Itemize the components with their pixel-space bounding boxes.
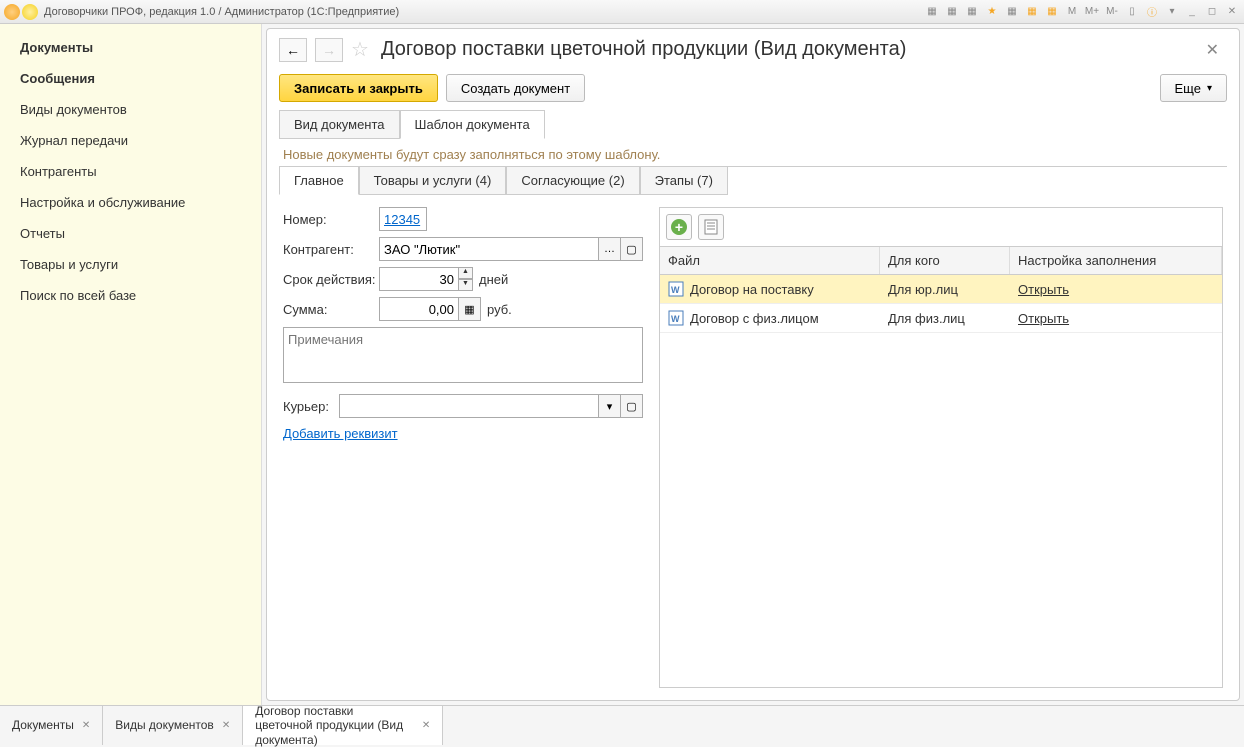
number-label: Номер:: [283, 212, 379, 227]
courier-input[interactable]: [339, 394, 599, 418]
minimize-button[interactable]: _: [1184, 4, 1200, 20]
tab-goods-services[interactable]: Товары и услуги (4): [359, 167, 507, 195]
tb-panel-icon[interactable]: ▯: [1124, 4, 1140, 20]
app-icon-1: [4, 4, 20, 20]
sum-unit: руб.: [487, 302, 512, 317]
hint-text: Новые документы будут сразу заполняться …: [267, 139, 1239, 166]
tb-btn[interactable]: ▦: [1004, 4, 1020, 20]
close-icon[interactable]: ✕: [422, 720, 430, 731]
file-name: Договор с физ.лицом: [690, 311, 819, 326]
sidebar-item-reports[interactable]: Отчеты: [0, 218, 261, 249]
svg-text:W: W: [671, 285, 680, 295]
term-input[interactable]: [379, 267, 459, 291]
file-for: Для физ.лиц: [880, 305, 1010, 332]
tb-m[interactable]: M: [1064, 4, 1080, 20]
tb-btn[interactable]: ▦: [1044, 4, 1060, 20]
table-row[interactable]: W Договор на поставку Для юр.лиц Открыть: [660, 275, 1222, 304]
main-content: ← → ☆ Договор поставки цветочной продукц…: [266, 28, 1240, 701]
dropdown-button[interactable]: ▾: [599, 394, 621, 418]
info-icon[interactable]: ⓘ: [1144, 4, 1160, 20]
add-field-link[interactable]: Добавить реквизит: [283, 426, 398, 441]
favorite-icon[interactable]: ★: [984, 4, 1000, 20]
sidebar-item-doc-types[interactable]: Виды документов: [0, 94, 261, 125]
files-panel: + Файл Для кого Настройка заполнения W Д…: [659, 207, 1223, 688]
col-settings: Настройка заполнения: [1010, 247, 1222, 274]
tb-mplus[interactable]: M+: [1084, 4, 1100, 20]
sum-input[interactable]: [379, 297, 459, 321]
close-icon[interactable]: ✕: [222, 720, 230, 731]
open-courier-button[interactable]: ▢: [621, 394, 643, 418]
favorite-star-icon[interactable]: ☆: [351, 37, 369, 62]
svg-text:W: W: [671, 314, 680, 324]
app-icon-2: [22, 4, 38, 20]
sidebar-item-documents[interactable]: Документы: [0, 32, 261, 63]
word-file-icon: W: [668, 281, 684, 297]
forward-button[interactable]: →: [315, 38, 343, 62]
bottom-tabs: Документы ✕ Виды документов ✕ Договор по…: [0, 705, 1244, 745]
word-file-icon: W: [668, 310, 684, 326]
tb-btn[interactable]: ▦: [924, 4, 940, 20]
courier-label: Курьер:: [283, 399, 339, 414]
titlebar: Договорчики ПРОФ, редакция 1.0 / Админис…: [0, 0, 1244, 24]
page-title: Договор поставки цветочной продукции (Ви…: [381, 38, 906, 61]
open-button[interactable]: ▢: [621, 237, 643, 261]
col-file: Файл: [660, 247, 880, 274]
number-input[interactable]: [379, 207, 427, 231]
sidebar-item-contractors[interactable]: Контрагенты: [0, 156, 261, 187]
back-button[interactable]: ←: [279, 38, 307, 62]
select-button[interactable]: …: [599, 237, 621, 261]
tab-document-template[interactable]: Шаблон документа: [400, 110, 545, 139]
tb-btn[interactable]: ▦: [1024, 4, 1040, 20]
open-link[interactable]: Открыть: [1018, 282, 1069, 297]
tb-btn[interactable]: ▦: [944, 4, 960, 20]
contractor-label: Контрагент:: [283, 242, 379, 257]
sidebar: Документы Сообщения Виды документов Журн…: [0, 24, 262, 705]
close-tab-icon[interactable]: ✕: [1198, 40, 1227, 60]
save-close-button[interactable]: Записать и закрыть: [279, 74, 438, 102]
term-unit: дней: [479, 272, 508, 287]
tab-document-type[interactable]: Вид документа: [279, 110, 400, 139]
create-document-button[interactable]: Создать документ: [446, 74, 585, 102]
table-row[interactable]: W Договор с физ.лицом Для физ.лиц Открыт…: [660, 304, 1222, 333]
close-icon[interactable]: ✕: [82, 720, 90, 731]
document-icon-button[interactable]: [698, 214, 724, 240]
bottom-tab-doc-types[interactable]: Виды документов ✕: [103, 706, 243, 745]
more-button[interactable]: Еще: [1160, 74, 1227, 102]
sidebar-item-transfer-log[interactable]: Журнал передачи: [0, 125, 261, 156]
term-label: Срок действия:: [283, 272, 379, 287]
document-icon: [704, 219, 718, 235]
sidebar-item-goods[interactable]: Товары и услуги: [0, 249, 261, 280]
sum-label: Сумма:: [283, 302, 379, 317]
col-for: Для кого: [880, 247, 1010, 274]
sidebar-item-search[interactable]: Поиск по всей базе: [0, 280, 261, 311]
titlebar-controls: ▦ ▦ ▦ ★ ▦ ▦ ▦ M M+ M- ▯ ⓘ ▾ _ ◻ ✕: [924, 4, 1240, 20]
close-window-button[interactable]: ✕: [1224, 4, 1240, 20]
bottom-tab-documents[interactable]: Документы ✕: [0, 706, 103, 745]
spinner-up[interactable]: ▲: [459, 267, 473, 279]
file-for: Для юр.лиц: [880, 276, 1010, 303]
spinner-down[interactable]: ▼: [459, 279, 473, 291]
sidebar-item-settings[interactable]: Настройка и обслуживание: [0, 187, 261, 218]
bottom-tab-current[interactable]: Договор поставки цветочной продукции (Ви…: [243, 706, 443, 745]
open-link[interactable]: Открыть: [1018, 311, 1069, 326]
tb-btn[interactable]: ▦: [964, 4, 980, 20]
contractor-input[interactable]: [379, 237, 599, 261]
add-file-button[interactable]: +: [666, 214, 692, 240]
sidebar-item-messages[interactable]: Сообщения: [0, 63, 261, 94]
notes-textarea[interactable]: [283, 327, 643, 383]
tab-stages[interactable]: Этапы (7): [640, 167, 728, 195]
tab-approvers[interactable]: Согласующие (2): [506, 167, 639, 195]
calculator-icon[interactable]: ▦: [459, 297, 481, 321]
plus-icon: +: [671, 219, 687, 235]
tab-main[interactable]: Главное: [279, 167, 359, 195]
tb-mminus[interactable]: M-: [1104, 4, 1120, 20]
file-name: Договор на поставку: [690, 282, 814, 297]
form-left-panel: Номер: Контрагент: … ▢ Срок действия:: [283, 207, 643, 688]
tb-dropdown[interactable]: ▾: [1164, 4, 1180, 20]
maximize-button[interactable]: ◻: [1204, 4, 1220, 20]
titlebar-text: Договорчики ПРОФ, редакция 1.0 / Админис…: [44, 6, 399, 18]
